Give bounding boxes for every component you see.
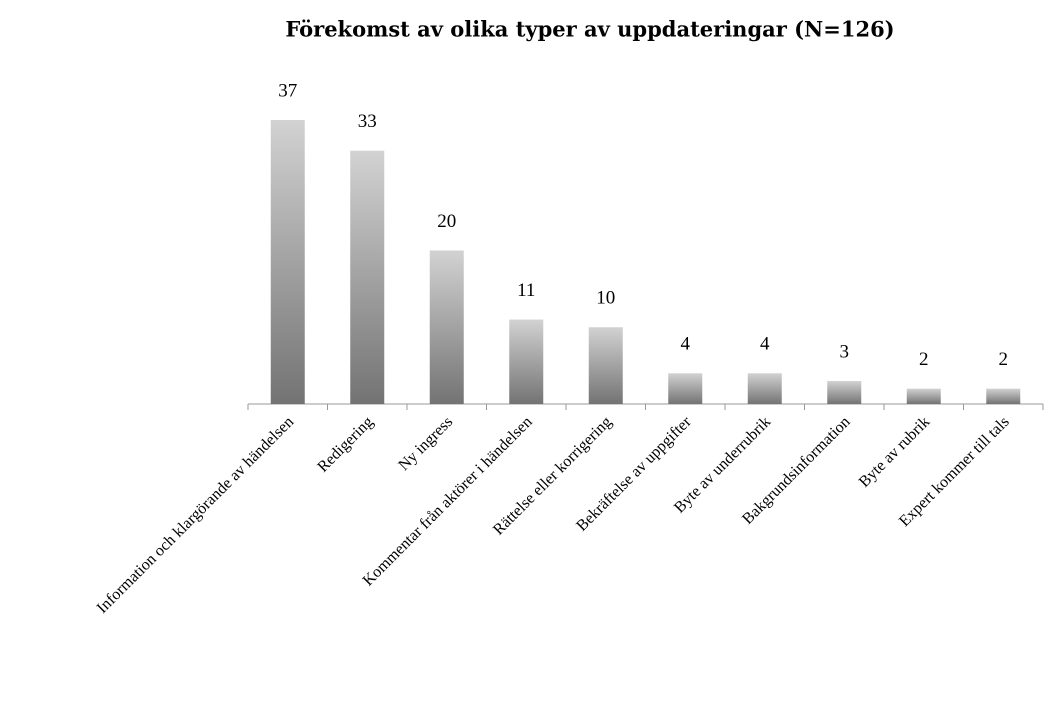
bar xyxy=(906,388,941,404)
value-label: 4 xyxy=(681,334,691,355)
bar xyxy=(827,380,862,404)
value-label: 3 xyxy=(840,341,850,362)
chart-title: Förekomst av olika typer av uppdateringa… xyxy=(285,17,894,42)
value-label: 37 xyxy=(278,80,297,101)
x-tick-label: Byte av rubrik xyxy=(856,413,933,490)
value-label: 33 xyxy=(358,111,377,132)
x-tick-label: Kommentar från aktörer i händelsen xyxy=(360,413,536,589)
bar xyxy=(986,388,1021,404)
bar xyxy=(270,120,305,404)
x-tick-label: Redigering xyxy=(314,413,376,475)
bar xyxy=(350,150,385,404)
value-label: 4 xyxy=(760,334,770,355)
value-label: 2 xyxy=(919,349,929,370)
value-label: 11 xyxy=(517,280,535,301)
x-tick-label: Information och klargörande av händelsen xyxy=(94,413,297,616)
bar xyxy=(429,250,464,404)
x-tick-label: Ny ingress xyxy=(395,413,456,474)
bar xyxy=(668,373,703,404)
value-label: 20 xyxy=(437,211,456,232)
bar xyxy=(747,373,782,404)
bar xyxy=(588,327,623,404)
value-label: 10 xyxy=(596,288,615,309)
value-label: 2 xyxy=(999,349,1009,370)
bar xyxy=(509,319,544,404)
